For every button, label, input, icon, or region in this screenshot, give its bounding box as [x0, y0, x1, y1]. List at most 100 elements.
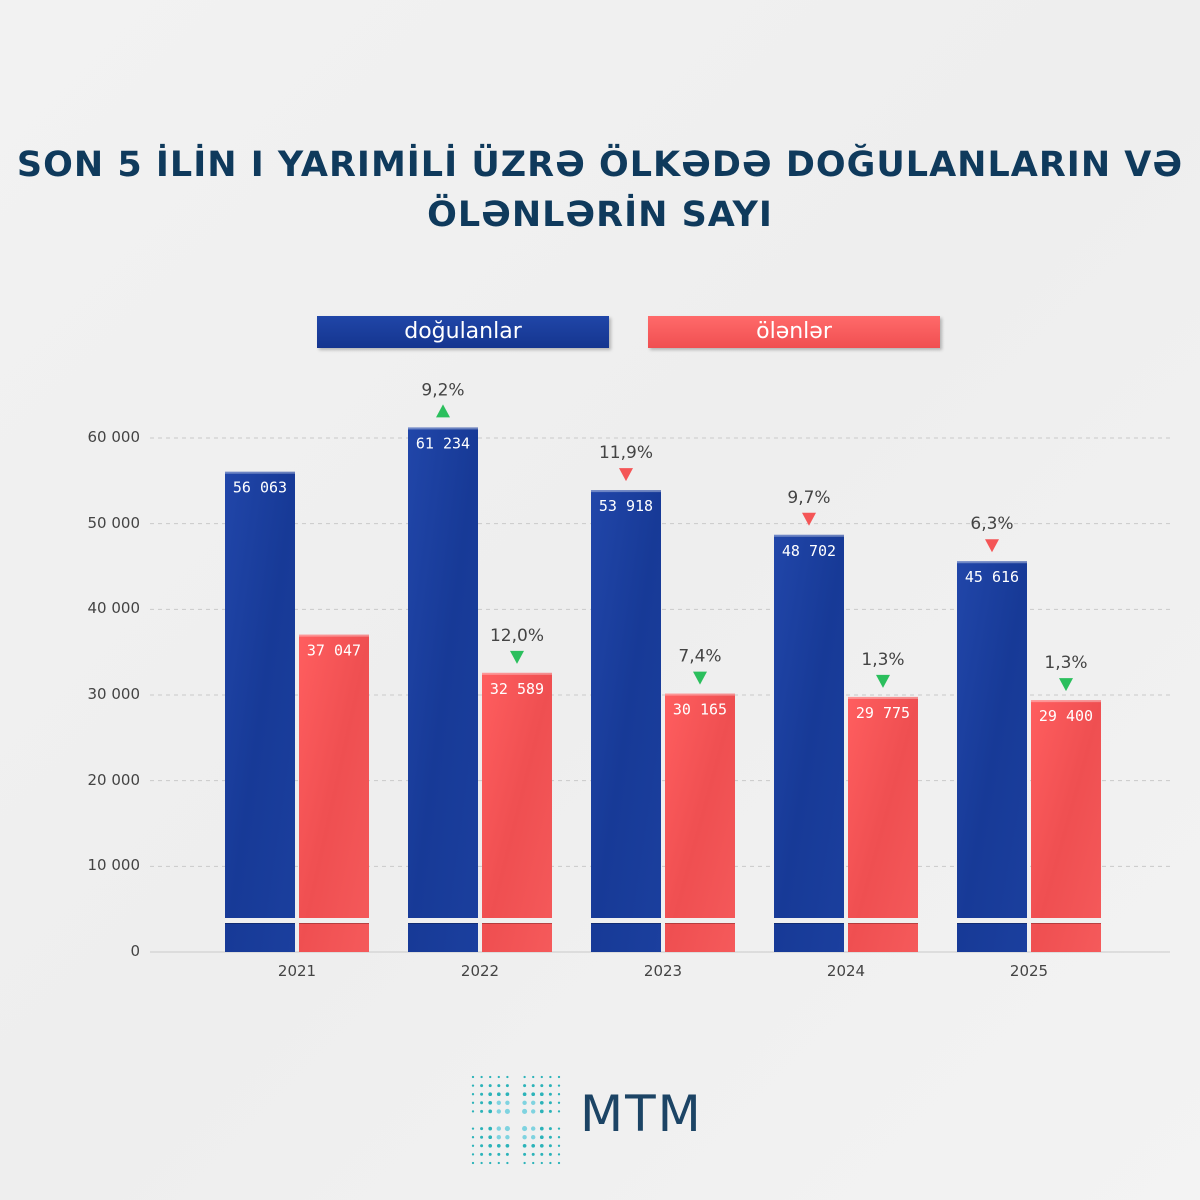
logo-dot	[548, 1144, 552, 1148]
bar-break-shadow	[1031, 923, 1101, 924]
mtm-logo-icon	[471, 1075, 561, 1165]
bar-births	[591, 490, 661, 952]
logo-dot	[480, 1152, 484, 1156]
logo-dot	[557, 1093, 561, 1096]
bar-deaths	[482, 672, 552, 952]
logo-dot	[548, 1152, 552, 1156]
change-percent-label: 1,3%	[1044, 653, 1087, 673]
logo-dot	[471, 1136, 475, 1139]
logo-dot	[488, 1126, 493, 1131]
bar-break-shadow	[957, 923, 1027, 924]
logo-dot	[497, 1152, 501, 1156]
bar-break-shadow	[665, 923, 735, 924]
change-percent-label: 1,3%	[861, 650, 904, 670]
bar-break-stripe	[299, 918, 369, 923]
bar-top-highlight	[848, 696, 918, 699]
logo-dot	[496, 1143, 501, 1148]
logo-dot	[523, 1075, 526, 1079]
logo-dot	[549, 1075, 552, 1079]
bar-births	[774, 534, 844, 952]
logo-dot	[471, 1127, 475, 1130]
logo-dot	[480, 1075, 483, 1079]
bar-break-stripe	[225, 918, 295, 923]
logo-dot	[522, 1135, 527, 1140]
logo-dot	[471, 1093, 475, 1096]
bar-top-highlight	[591, 490, 661, 493]
logo-dot	[522, 1092, 527, 1097]
deaths-value-label: 29 775	[856, 704, 910, 722]
births-value-label: 48 702	[782, 542, 836, 560]
logo-dot	[471, 1075, 475, 1079]
bar-top-highlight	[408, 427, 478, 430]
logo-dot	[523, 1161, 526, 1165]
bar-break-shadow	[848, 923, 918, 924]
logo-dot	[532, 1075, 535, 1079]
logo-dot	[488, 1109, 493, 1114]
logo-dot	[531, 1092, 536, 1097]
logo-dot	[548, 1092, 552, 1096]
logo-dot	[480, 1084, 484, 1088]
bar-deaths	[1031, 700, 1101, 952]
logo-dot	[471, 1161, 475, 1165]
logo-dot	[540, 1161, 543, 1165]
logo-dot	[557, 1144, 561, 1147]
logo-dot	[497, 1075, 500, 1079]
logo-dot	[480, 1144, 484, 1148]
arrow-down-icon	[619, 468, 633, 482]
bar-break-shadow	[774, 923, 844, 924]
bar-break-stripe	[665, 918, 735, 923]
bar-break-shadow	[591, 923, 661, 924]
logo-dot	[539, 1135, 544, 1140]
logo-dot	[557, 1161, 561, 1165]
title-line-2: ÖLƏNLƏRİN SAYI	[427, 195, 773, 235]
logo-dot	[488, 1084, 492, 1088]
logo-dot	[488, 1100, 493, 1105]
bar-break-stripe	[408, 918, 478, 923]
logo-dot	[505, 1152, 509, 1156]
bar-births	[408, 427, 478, 953]
change-percent-label: 7,4%	[678, 647, 721, 667]
logo-dot	[539, 1143, 544, 1148]
y-tick-label: 10 000	[87, 856, 141, 875]
arrow-down-icon	[1059, 678, 1073, 692]
bar-break-stripe	[848, 918, 918, 923]
bar-break-shadow	[482, 923, 552, 924]
logo-dot	[497, 1084, 501, 1088]
bar-break-shadow	[299, 923, 369, 924]
change-percent-label: 9,7%	[787, 488, 830, 508]
logo-dot	[557, 1075, 561, 1079]
logo-dot	[496, 1100, 501, 1105]
deaths-value-label: 37 047	[307, 642, 361, 660]
bar-break-stripe	[774, 918, 844, 923]
logo-dot	[531, 1109, 536, 1114]
arrow-down-icon	[693, 671, 707, 685]
logo-dot	[531, 1126, 536, 1131]
legend-deaths: ölənlər	[648, 316, 940, 348]
title-line-1: SON 5 İLİN I YARIMİLİ ÜZRƏ ÖLKƏDƏ DOĞULA…	[16, 145, 1184, 185]
logo-dot	[549, 1161, 552, 1165]
x-tick-label: 2024	[826, 962, 866, 980]
logo-dot	[505, 1084, 509, 1088]
logo-dot	[488, 1135, 493, 1140]
logo-dot	[531, 1143, 536, 1148]
y-tick-label: 60 000	[87, 428, 141, 446]
logo-dot	[557, 1136, 561, 1139]
logo-dot	[540, 1075, 543, 1079]
logo-dot	[548, 1135, 552, 1139]
logo-dot	[523, 1084, 527, 1088]
logo-dot	[557, 1127, 561, 1130]
logo-dot	[489, 1075, 492, 1079]
logo-dot	[540, 1084, 544, 1088]
logo-dot	[480, 1101, 484, 1105]
bar-births	[225, 471, 295, 952]
logo-dot	[548, 1084, 552, 1088]
x-tick-label: 2022	[460, 962, 500, 980]
logo-dot	[471, 1084, 475, 1087]
logo-dot	[496, 1126, 501, 1131]
bar-top-highlight	[1031, 700, 1101, 703]
logo-dot	[539, 1100, 544, 1105]
births-value-label: 61 234	[416, 434, 470, 452]
logo-dot	[531, 1135, 536, 1140]
logo-dot	[531, 1152, 535, 1156]
y-tick-label: 0	[130, 942, 140, 960]
